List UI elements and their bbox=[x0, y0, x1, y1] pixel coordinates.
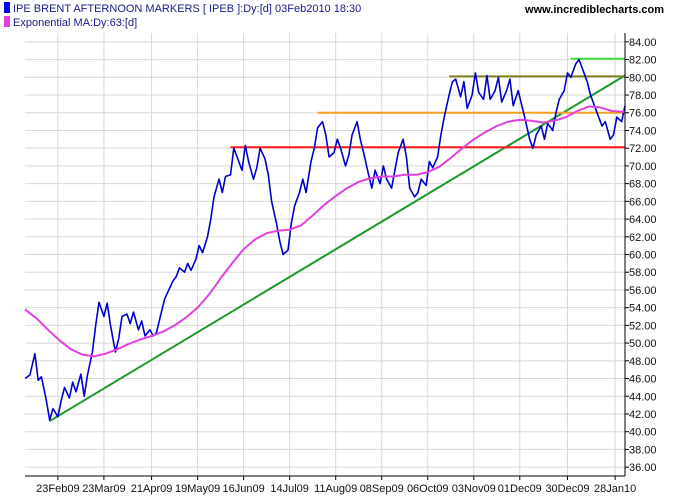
x-tick-label: 19May09 bbox=[175, 483, 220, 495]
y-tick-label: 74.00 bbox=[629, 125, 657, 137]
legend-swatch-ma bbox=[4, 16, 10, 27]
y-tick-label: 42.00 bbox=[629, 409, 657, 421]
legend-label-price: IPE BRENT AFTERNOON MARKERS [ IPEB ]:Dy:… bbox=[13, 3, 361, 15]
legend: IPE BRENT AFTERNOON MARKERS [ IPEB ]:Dy:… bbox=[4, 2, 361, 29]
y-tick-label: 36.00 bbox=[629, 462, 657, 474]
y-tick-label: 40.00 bbox=[629, 427, 657, 439]
y-tick-label: 56.00 bbox=[629, 285, 657, 297]
x-tick-label: 06Oct09 bbox=[407, 483, 449, 495]
x-tick-label: 30Dec09 bbox=[545, 483, 589, 495]
y-tick-label: 54.00 bbox=[629, 303, 657, 315]
y-tick-label: 78.00 bbox=[629, 90, 657, 102]
x-tick-label: 11Aug09 bbox=[314, 483, 357, 495]
x-tick-label: 28Jan10 bbox=[594, 483, 636, 495]
y-tick-label: 52.00 bbox=[629, 320, 657, 332]
x-tick-label: 21Apr09 bbox=[131, 483, 173, 495]
y-tick-label: 62.00 bbox=[629, 232, 657, 244]
x-tick-label: 23Mar09 bbox=[82, 483, 125, 495]
y-tick-label: 84.00 bbox=[629, 37, 657, 49]
y-tick-label: 60.00 bbox=[629, 250, 657, 262]
y-tick-label: 44.00 bbox=[629, 391, 657, 403]
y-tick-label: 80.00 bbox=[629, 72, 657, 84]
x-tick-label: 01Dec09 bbox=[498, 483, 542, 495]
y-tick-label: 68.00 bbox=[629, 179, 657, 191]
site-watermark: www.incrediblecharts.com bbox=[524, 4, 664, 16]
x-tick-label: 08Sep09 bbox=[360, 483, 404, 495]
grid bbox=[25, 33, 625, 476]
y-tick-label: 72.00 bbox=[629, 143, 657, 155]
y-tick-label: 58.00 bbox=[629, 267, 657, 279]
y-tick-label: 82.00 bbox=[629, 55, 657, 67]
y-tick-label: 66.00 bbox=[629, 196, 657, 208]
legend-label-ma: Exponential MA:Dy:63:[d] bbox=[13, 17, 137, 29]
price-series-line bbox=[24, 58, 626, 422]
y-tick-label: 38.00 bbox=[629, 444, 657, 456]
x-tick-label: 14Jul09 bbox=[270, 483, 309, 495]
y-tick-label: 76.00 bbox=[629, 108, 657, 120]
moving-average-line bbox=[24, 105, 626, 358]
x-axis: 23Feb09 23Mar09 21Apr09 19May09 16Jun09 14Jul… bbox=[36, 476, 636, 495]
x-tick-label: 23Feb09 bbox=[36, 483, 79, 495]
x-tick-label: 03Nov09 bbox=[452, 483, 496, 495]
y-axis: 36.00 38.00 40.00 42.00 44.00 46.00 48.00 50.00… bbox=[625, 37, 657, 474]
y-tick-label: 64.00 bbox=[629, 214, 657, 226]
x-tick-label: 16Jun09 bbox=[223, 483, 265, 495]
y-tick-label: 46.00 bbox=[629, 374, 657, 386]
series-lines bbox=[24, 58, 626, 422]
legend-swatch-price bbox=[4, 2, 10, 13]
y-tick-label: 50.00 bbox=[629, 338, 657, 350]
y-tick-label: 48.00 bbox=[629, 356, 657, 368]
y-tick-label: 70.00 bbox=[629, 161, 657, 173]
